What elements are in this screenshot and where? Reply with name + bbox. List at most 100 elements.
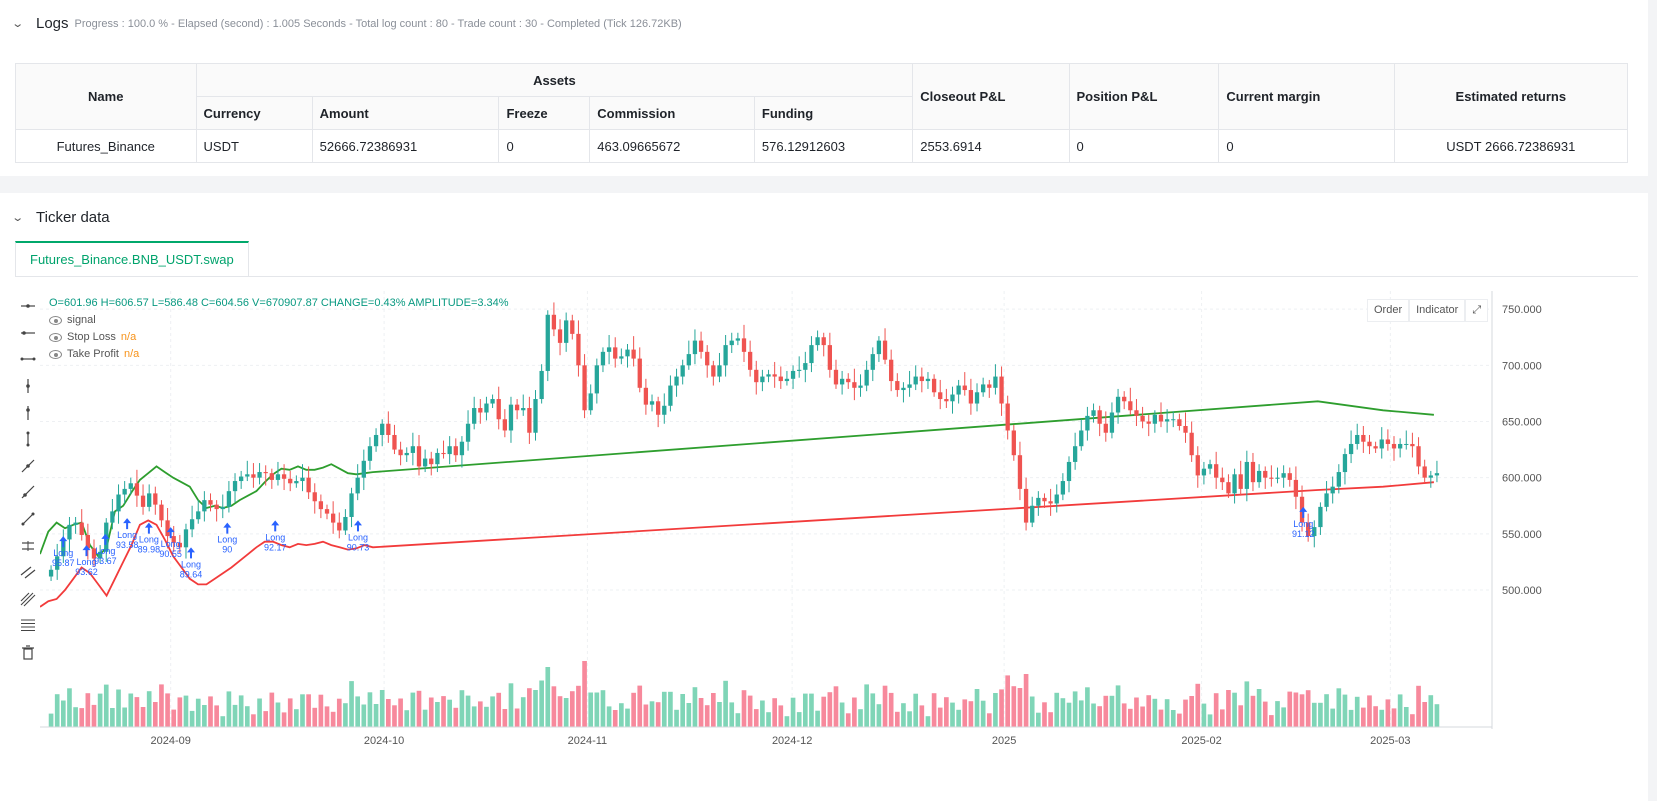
volume-bar: [888, 692, 894, 727]
candle-body: [956, 385, 961, 395]
volume-bar: [809, 693, 814, 727]
legend-signal[interactable]: signal: [49, 312, 509, 329]
legend-stop-loss[interactable]: Stop Loss n/a: [49, 329, 509, 346]
candle-body: [1085, 415, 1090, 431]
parallel-channel-icon[interactable]: [16, 559, 40, 586]
volume-bar: [950, 702, 955, 727]
horizontal-line-icon[interactable]: [16, 320, 40, 347]
trash-icon[interactable]: [16, 639, 40, 666]
volume-bar: [1354, 696, 1360, 727]
ticker-header[interactable]: ⌄ Ticker data: [11, 209, 109, 226]
pitchfork-icon[interactable]: [16, 586, 40, 613]
logs-header[interactable]: ⌄ Logs Progress : 100.0 % - Elapsed (sec…: [11, 15, 682, 32]
volume-bar: [447, 699, 452, 727]
candle-body: [269, 473, 274, 480]
candle-body: [833, 369, 839, 385]
candle-body: [349, 493, 354, 517]
cell-freeze: 0: [498, 129, 591, 163]
volume-bar: [343, 703, 348, 727]
candle-body: [153, 493, 158, 505]
candle-body: [459, 441, 465, 456]
candle-body: [778, 376, 783, 382]
tab-bnb-usdt-swap[interactable]: Futures_Binance.BNB_USDT.swap: [15, 241, 249, 277]
candle-body: [281, 474, 287, 479]
volume-bar: [1287, 691, 1293, 727]
volume-bar: [931, 693, 937, 727]
candle-body: [159, 504, 164, 521]
candle-body: [625, 349, 630, 357]
candle-body: [110, 511, 115, 523]
volume-bar: [1140, 706, 1145, 727]
trend-line-icon[interactable]: [16, 453, 40, 480]
candle-body: [343, 516, 348, 531]
candle-body: [974, 392, 980, 404]
volume-bar: [735, 713, 741, 727]
volume-bar: [1385, 699, 1391, 727]
eye-icon[interactable]: [49, 333, 62, 342]
candle-body: [1336, 472, 1341, 487]
fullscreen-icon[interactable]: ⤢: [1465, 299, 1489, 322]
candle-body: [521, 408, 526, 411]
candle-body: [373, 434, 379, 447]
price-range-icon[interactable]: [16, 532, 40, 559]
vertical-ray-icon[interactable]: [16, 399, 40, 426]
candle-body: [643, 387, 649, 405]
x-tick-label: 2024-12: [772, 735, 812, 747]
candle-body: [1434, 473, 1440, 476]
candle-body: [1189, 432, 1194, 456]
volume-bar: [183, 695, 189, 727]
chevron-down-icon[interactable]: ⌄: [11, 212, 25, 224]
signal-label: Long: [348, 532, 368, 542]
cell-funding: 576.12912603: [753, 129, 914, 163]
x-tick-label: 2024-09: [150, 735, 190, 747]
long-arrow-icon: [223, 522, 232, 534]
segment-line-icon[interactable]: [16, 506, 40, 533]
volume-bar: [576, 685, 581, 727]
logs-status: Progress : 100.0 % - Elapsed (second) : …: [74, 17, 682, 30]
volume-bar: [661, 691, 667, 727]
indicator-button[interactable]: Indicator: [1409, 299, 1466, 322]
ray-line-icon[interactable]: [16, 479, 40, 506]
legend-take-profit[interactable]: Take Profit n/a: [49, 346, 509, 363]
candle-body: [698, 340, 704, 352]
candle-body: [662, 405, 667, 415]
volume-bar: [1017, 688, 1023, 727]
order-button[interactable]: Order: [1367, 299, 1410, 322]
candle-body: [1152, 414, 1158, 424]
volume-bar: [355, 696, 361, 727]
candle-body: [245, 474, 250, 477]
fib-retracement-icon[interactable]: [16, 612, 40, 639]
vertical-line-icon[interactable]: [16, 373, 40, 400]
volume-bar: [1428, 695, 1434, 727]
volume-bar: [257, 698, 262, 727]
price-chart[interactable]: Long 95.87 Long 93.62 Long 93.67 Long 93.58 Long…: [40, 291, 1590, 751]
cell-position: 0: [1068, 129, 1220, 163]
eye-icon[interactable]: [49, 316, 62, 325]
vertical-segment-icon[interactable]: [16, 426, 40, 453]
candle-body: [557, 329, 563, 343]
volume-bar: [588, 692, 594, 727]
volume-bar: [502, 709, 508, 727]
legend-take-profit-label: Take Profit: [67, 348, 119, 360]
volume-bar: [698, 698, 704, 727]
candle-body: [79, 522, 84, 535]
volume-bar: [1250, 695, 1256, 727]
volume-bar: [674, 709, 679, 727]
volume-bar: [1324, 694, 1329, 727]
candle-body: [1238, 474, 1243, 489]
x-tick-label: 2025-02: [1181, 735, 1221, 747]
horizontal-ray-icon[interactable]: [16, 293, 40, 320]
eye-icon[interactable]: [49, 350, 62, 359]
y-axis: 500.000 550.000 600.000 650.000 700.000 750.0…: [1491, 291, 1542, 729]
candle-body: [1017, 455, 1023, 489]
chart-buttons: Order Indicator ⤢: [1367, 299, 1489, 322]
candle-body: [214, 504, 219, 510]
candle-body: [410, 446, 416, 453]
chevron-down-icon[interactable]: ⌄: [11, 18, 25, 30]
candle-body: [496, 399, 501, 420]
volume-bar: [508, 683, 514, 727]
header-commission: Commission: [589, 96, 755, 130]
candle-body: [1361, 434, 1366, 442]
candle-body: [202, 500, 207, 512]
extended-line-icon[interactable]: [16, 346, 40, 373]
